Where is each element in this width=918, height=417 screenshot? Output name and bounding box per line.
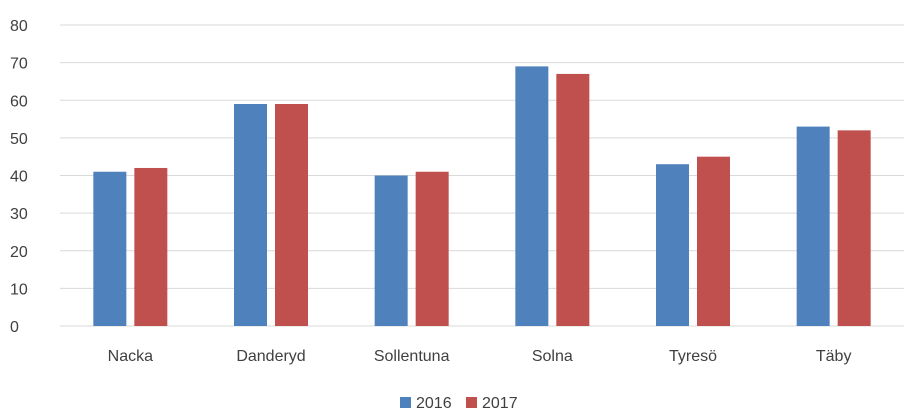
legend-label-2017: 2017 (482, 395, 518, 412)
x-category-label: Solna (532, 348, 573, 365)
bar-2016-tyresö (656, 164, 689, 326)
legend: 2016 2017 (400, 395, 518, 412)
y-axis-tick-labels: 0 10 20 30 40 50 60 70 80 (10, 18, 28, 336)
bar-2016-nacka (93, 171, 127, 326)
bars (93, 66, 871, 327)
bar-2017-tyresö (697, 156, 730, 326)
y-tick-label: 30 (10, 206, 28, 223)
legend-swatch-2016 (400, 397, 411, 408)
x-category-label: Danderyd (236, 348, 305, 365)
y-tick-label: 20 (10, 244, 28, 261)
bar-2017-nacka (134, 167, 168, 326)
y-tick-label: 50 (10, 131, 28, 148)
y-tick-label: 80 (10, 18, 28, 35)
x-category-label: Nacka (108, 348, 153, 365)
bar-2017-danderyd (275, 104, 308, 326)
bar-2016-solna (515, 66, 549, 326)
bar-2017-sollentuna (415, 171, 449, 326)
x-axis-category-labels: Nacka Danderyd Sollentuna Solna Tyresö Täby (108, 348, 852, 365)
y-tick-label: 70 (10, 56, 28, 73)
bar-2017-solna (556, 73, 590, 326)
legend-swatch-2017 (466, 397, 477, 408)
x-category-label: Tyresö (669, 348, 717, 365)
y-tick-label: 0 (10, 319, 19, 336)
gridlines (60, 24, 904, 327)
bar-2016-sollentuna (374, 175, 408, 326)
legend-label-2016: 2016 (416, 395, 452, 412)
x-category-label: Täby (816, 348, 852, 365)
bar-2016-danderyd (234, 104, 267, 326)
y-tick-label: 40 (10, 169, 28, 186)
bar-2016-täby (796, 126, 830, 327)
x-category-label: Sollentuna (374, 348, 450, 365)
y-tick-label: 10 (10, 281, 28, 298)
bar-2017-täby (837, 130, 871, 326)
y-tick-label: 60 (10, 93, 28, 110)
